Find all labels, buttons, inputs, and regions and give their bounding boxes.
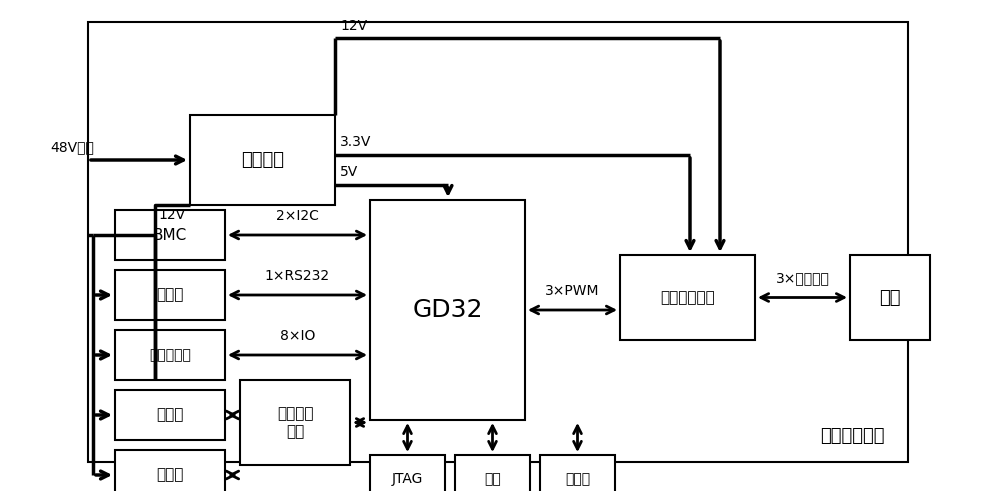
Text: 定时器: 定时器 bbox=[156, 467, 184, 483]
Text: 3×风机控制: 3×风机控制 bbox=[776, 272, 829, 285]
Text: BMC: BMC bbox=[153, 227, 187, 243]
Text: 2×I2C: 2×I2C bbox=[276, 209, 319, 223]
Bar bbox=[115, 210, 225, 260]
Bar bbox=[620, 255, 755, 340]
Bar bbox=[240, 380, 350, 465]
Bar bbox=[370, 200, 525, 420]
Text: 3.3V: 3.3V bbox=[340, 135, 371, 149]
Bar bbox=[540, 455, 615, 491]
Bar bbox=[115, 330, 225, 380]
Text: 12V: 12V bbox=[340, 19, 367, 33]
Text: GD32: GD32 bbox=[412, 298, 483, 322]
Text: 风机: 风机 bbox=[879, 289, 901, 306]
Text: 48V电源: 48V电源 bbox=[50, 140, 94, 154]
Text: 晶振: 晶振 bbox=[484, 472, 501, 486]
Bar bbox=[190, 115, 335, 205]
Text: 1×RS232: 1×RS232 bbox=[265, 269, 330, 283]
Text: 3×PWM: 3×PWM bbox=[545, 284, 600, 298]
Bar bbox=[115, 450, 225, 491]
Text: 通断控制
电路: 通断控制 电路 bbox=[277, 406, 313, 438]
Text: 电源调理: 电源调理 bbox=[241, 151, 284, 169]
Text: JTAG: JTAG bbox=[392, 472, 423, 486]
Bar bbox=[115, 270, 225, 320]
Text: 机箱管理模块: 机箱管理模块 bbox=[820, 427, 885, 445]
Text: 12V: 12V bbox=[158, 208, 185, 222]
Text: 调试灯: 调试灯 bbox=[565, 472, 590, 486]
Text: 自定义按键: 自定义按键 bbox=[149, 348, 191, 362]
Bar bbox=[88, 22, 908, 462]
Text: 蜂鸣器: 蜂鸣器 bbox=[156, 408, 184, 422]
Text: 8×IO: 8×IO bbox=[280, 329, 315, 343]
Bar bbox=[850, 255, 930, 340]
Bar bbox=[455, 455, 530, 491]
Text: 串口屏: 串口屏 bbox=[156, 288, 184, 302]
Text: 5V: 5V bbox=[340, 165, 358, 179]
Bar bbox=[370, 455, 445, 491]
Text: 风机控制电路: 风机控制电路 bbox=[660, 290, 715, 305]
Bar bbox=[115, 390, 225, 440]
